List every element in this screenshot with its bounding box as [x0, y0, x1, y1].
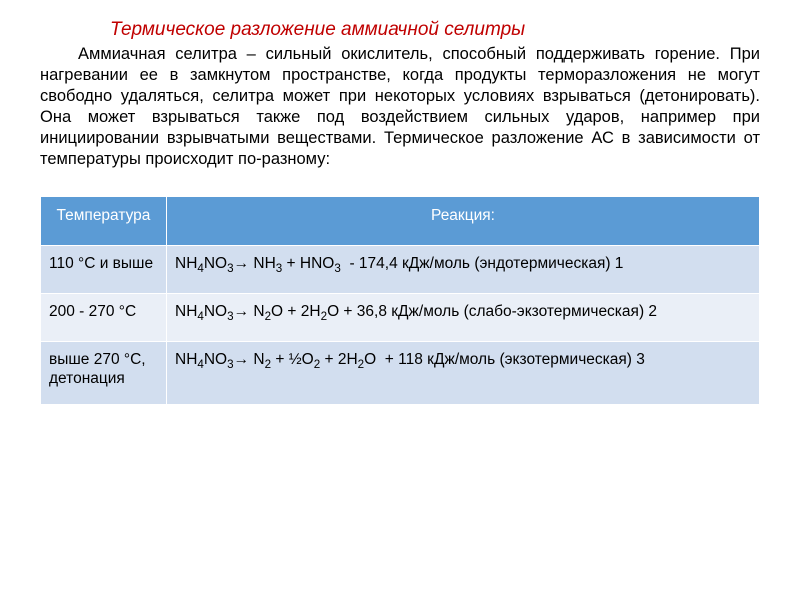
table-row: выше 270 °С, детонацияNH4NO3→ N2 + ½O2 +…	[41, 341, 760, 405]
reaction-table: Температура Реакция: 110 °С и вышеNH4NO3…	[40, 196, 760, 405]
body-paragraph: Аммиачная селитра – сильный окислитель, …	[40, 44, 760, 171]
slide-title: Термическое разложение аммиачной селитры	[110, 18, 760, 42]
cell-reaction: NH4NO3→ N2O + 2H2O + 36,8 кДж/моль (слаб…	[167, 294, 760, 342]
cell-temperature: 200 - 270 °С	[41, 294, 167, 342]
table-row: 110 °С и вышеNH4NO3→ NH3 + HNO3 - 174,4 …	[41, 246, 760, 294]
header-reaction: Реакция:	[167, 197, 760, 246]
cell-reaction: NH4NO3→ NH3 + HNO3 - 174,4 кДж/моль (энд…	[167, 246, 760, 294]
table-body: 110 °С и вышеNH4NO3→ NH3 + HNO3 - 174,4 …	[41, 246, 760, 405]
header-temperature: Температура	[41, 197, 167, 246]
cell-reaction: NH4NO3→ N2 + ½O2 + 2H2O + 118 кДж/моль (…	[167, 341, 760, 405]
cell-temperature: 110 °С и выше	[41, 246, 167, 294]
table-row: 200 - 270 °СNH4NO3→ N2O + 2H2O + 36,8 кД…	[41, 294, 760, 342]
cell-temperature: выше 270 °С, детонация	[41, 341, 167, 405]
table-header-row: Температура Реакция:	[41, 197, 760, 246]
